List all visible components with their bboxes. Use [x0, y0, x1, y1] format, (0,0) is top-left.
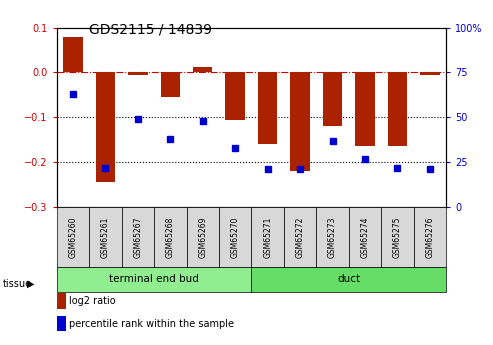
Text: GSM65269: GSM65269: [198, 216, 207, 258]
Bar: [414, 207, 446, 267]
Text: GSM65268: GSM65268: [166, 217, 175, 258]
Text: GSM65272: GSM65272: [296, 217, 305, 258]
Bar: [57, 267, 251, 292]
Bar: [186, 207, 219, 267]
Text: GSM65275: GSM65275: [393, 216, 402, 258]
Text: GSM65270: GSM65270: [231, 216, 240, 258]
Bar: [63, 37, 83, 72]
Bar: [317, 207, 349, 267]
Bar: [323, 72, 342, 126]
Bar: [219, 207, 251, 267]
Text: GSM65260: GSM65260: [69, 216, 77, 258]
Text: GSM65276: GSM65276: [425, 216, 434, 258]
Text: percentile rank within the sample: percentile rank within the sample: [69, 319, 234, 328]
Bar: [251, 267, 446, 292]
Bar: [258, 72, 278, 144]
Bar: [128, 72, 147, 75]
Bar: [355, 72, 375, 146]
Bar: [290, 72, 310, 171]
Bar: [251, 207, 284, 267]
Text: duct: duct: [337, 274, 360, 284]
Bar: [225, 72, 245, 119]
Bar: [349, 207, 381, 267]
Bar: [154, 207, 186, 267]
Bar: [96, 72, 115, 182]
Bar: [122, 207, 154, 267]
Bar: [387, 72, 407, 146]
Bar: [420, 72, 440, 75]
Text: GSM65261: GSM65261: [101, 217, 110, 258]
Text: GSM65273: GSM65273: [328, 216, 337, 258]
Text: tissue: tissue: [2, 279, 32, 288]
Text: ▶: ▶: [27, 279, 35, 288]
Bar: [89, 207, 122, 267]
Bar: [161, 72, 180, 97]
Text: GSM65274: GSM65274: [360, 216, 370, 258]
Bar: [284, 207, 317, 267]
Bar: [193, 67, 212, 72]
Bar: [57, 207, 89, 267]
Text: terminal end bud: terminal end bud: [109, 274, 199, 284]
Text: GSM65271: GSM65271: [263, 217, 272, 258]
Text: GDS2115 / 14839: GDS2115 / 14839: [89, 22, 211, 37]
Bar: [381, 207, 414, 267]
Text: log2 ratio: log2 ratio: [69, 296, 116, 306]
Text: GSM65267: GSM65267: [133, 216, 142, 258]
